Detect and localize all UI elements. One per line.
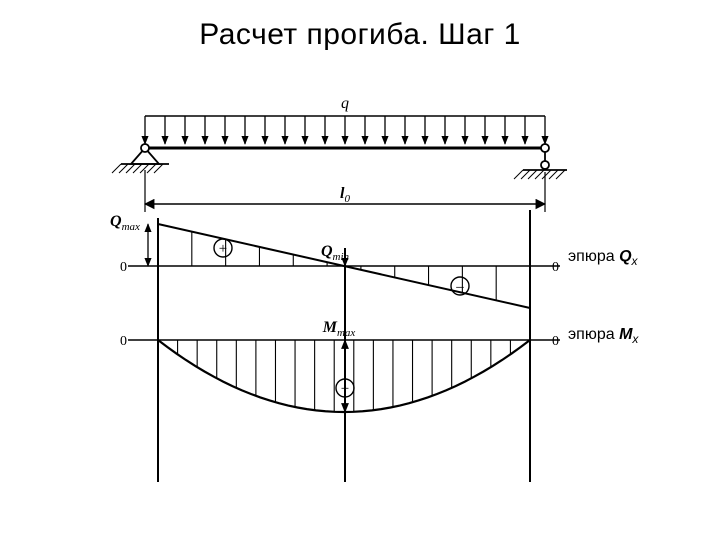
svg-text:Mmax: Mmax: [322, 319, 356, 339]
svg-text:+: +: [341, 381, 349, 397]
svg-text:Qmax: Qmax: [110, 213, 140, 233]
svg-text:0: 0: [552, 260, 559, 275]
legend-shear: эпюра Qx: [568, 248, 638, 268]
svg-text:0: 0: [552, 334, 559, 349]
svg-text:–: –: [455, 279, 464, 295]
svg-text:l0: l0: [340, 185, 350, 205]
svg-text:q: q: [341, 95, 349, 112]
diagram-stage: ql000QmaxQmin+–00Mmax+ эпюра Qx эпюра Mx: [0, 52, 720, 522]
legend-moment: эпюра Mx: [568, 326, 638, 346]
svg-text:+: +: [219, 241, 227, 257]
svg-text:0: 0: [120, 334, 127, 349]
diagram-svg: ql000QmaxQmin+–00Mmax+: [0, 52, 720, 522]
svg-text:0: 0: [120, 260, 127, 275]
page-title: Расчет прогиба. Шаг 1: [0, 0, 720, 52]
